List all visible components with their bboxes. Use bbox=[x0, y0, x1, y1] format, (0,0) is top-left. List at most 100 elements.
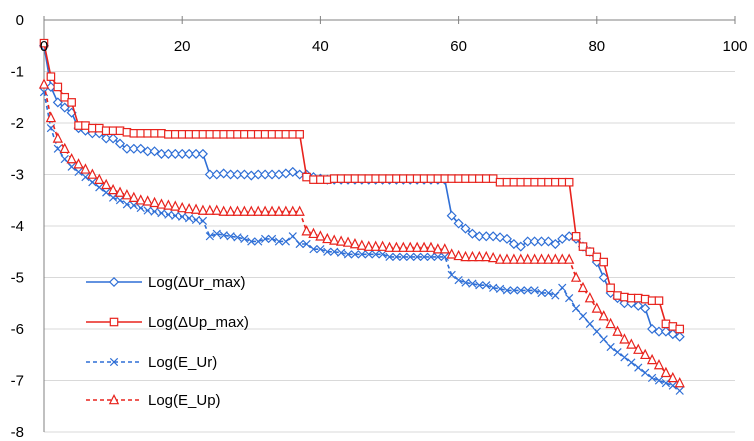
data-point bbox=[591, 302, 602, 313]
data-point bbox=[522, 253, 533, 264]
data-point bbox=[502, 286, 512, 295]
data-point bbox=[508, 238, 519, 250]
data-point bbox=[170, 148, 181, 159]
data-point bbox=[350, 250, 360, 259]
data-point bbox=[66, 153, 77, 164]
data-point bbox=[170, 130, 180, 139]
data-point bbox=[157, 129, 166, 138]
data-point bbox=[509, 177, 519, 187]
data-point bbox=[197, 204, 209, 215]
data-point bbox=[474, 250, 485, 262]
data-point bbox=[294, 205, 305, 216]
data-point bbox=[142, 146, 153, 157]
data-point bbox=[523, 286, 532, 295]
data-point bbox=[191, 215, 201, 224]
data-point bbox=[653, 326, 665, 337]
series-0 bbox=[38, 40, 685, 342]
data-point bbox=[660, 366, 672, 378]
data-point bbox=[640, 303, 651, 314]
data-point bbox=[218, 168, 229, 179]
data-point bbox=[385, 174, 394, 183]
data-point bbox=[370, 240, 381, 251]
data-point bbox=[411, 241, 423, 252]
data-point bbox=[197, 148, 208, 159]
data-point bbox=[254, 237, 263, 246]
data-point bbox=[287, 205, 298, 216]
data-point bbox=[440, 174, 450, 183]
data-point bbox=[598, 310, 609, 321]
data-point bbox=[515, 241, 526, 252]
data-point bbox=[267, 130, 277, 139]
x-tick-label: 0 bbox=[40, 38, 48, 55]
data-point bbox=[281, 237, 290, 246]
data-point bbox=[544, 177, 553, 187]
data-point bbox=[551, 291, 560, 300]
data-point bbox=[405, 174, 415, 183]
x-tick-label: 100 bbox=[722, 38, 747, 55]
data-point bbox=[253, 169, 264, 180]
data-point bbox=[302, 239, 311, 249]
data-point bbox=[405, 241, 416, 252]
data-point bbox=[316, 175, 325, 184]
data-point bbox=[563, 253, 575, 264]
data-point bbox=[247, 237, 256, 246]
data-point bbox=[205, 232, 214, 241]
data-point bbox=[461, 278, 470, 287]
series-line bbox=[43, 91, 681, 392]
data-point bbox=[406, 252, 415, 262]
data-point bbox=[468, 174, 477, 183]
data-point bbox=[101, 126, 111, 136]
data-point bbox=[446, 210, 457, 221]
data-point bbox=[149, 196, 160, 208]
data-point bbox=[163, 199, 174, 210]
data-point bbox=[460, 223, 471, 234]
data-point bbox=[253, 130, 263, 139]
data-point bbox=[474, 231, 485, 242]
data-point bbox=[674, 377, 685, 388]
legend-item: Log(ΔUp_max) bbox=[86, 314, 249, 331]
data-point bbox=[323, 175, 332, 184]
data-point bbox=[357, 250, 366, 259]
series-1 bbox=[39, 38, 685, 334]
data-point bbox=[577, 281, 589, 293]
data-point bbox=[413, 252, 422, 262]
data-point bbox=[606, 283, 615, 293]
data-point bbox=[619, 333, 630, 344]
data-point bbox=[391, 241, 402, 252]
data-point bbox=[163, 148, 174, 159]
data-point bbox=[592, 252, 602, 262]
data-point bbox=[280, 205, 292, 216]
data-point bbox=[287, 166, 298, 177]
data-point bbox=[633, 293, 643, 303]
data-point bbox=[647, 296, 657, 305]
data-point bbox=[142, 195, 153, 206]
legend: Log(ΔUr_max) Log(ΔUp_max) Log(E_Ur) Log(E_U… bbox=[86, 274, 249, 409]
data-point bbox=[101, 133, 112, 144]
y-tick-labels: 0 -1 -2 -3 -4 -5 -6 -7 -8 bbox=[11, 12, 24, 441]
data-point bbox=[88, 123, 97, 133]
data-point bbox=[495, 232, 506, 243]
data-point bbox=[81, 172, 90, 182]
data-point bbox=[364, 174, 374, 183]
data-point bbox=[177, 148, 188, 159]
data-point bbox=[433, 252, 442, 262]
data-point bbox=[565, 293, 574, 303]
data-point bbox=[198, 130, 208, 139]
data-point bbox=[67, 98, 76, 107]
data-point bbox=[447, 174, 456, 183]
data-point bbox=[288, 232, 297, 241]
data-point bbox=[101, 178, 112, 190]
data-point bbox=[613, 291, 622, 300]
series-line bbox=[43, 45, 680, 338]
data-point bbox=[557, 177, 567, 187]
data-point bbox=[191, 130, 201, 139]
data-point bbox=[530, 286, 539, 295]
data-point bbox=[475, 281, 484, 290]
data-point bbox=[654, 376, 664, 385]
data-point bbox=[108, 193, 118, 202]
data-point bbox=[184, 148, 195, 159]
data-point bbox=[453, 249, 464, 261]
data-point bbox=[178, 212, 187, 221]
data-point bbox=[461, 174, 470, 183]
